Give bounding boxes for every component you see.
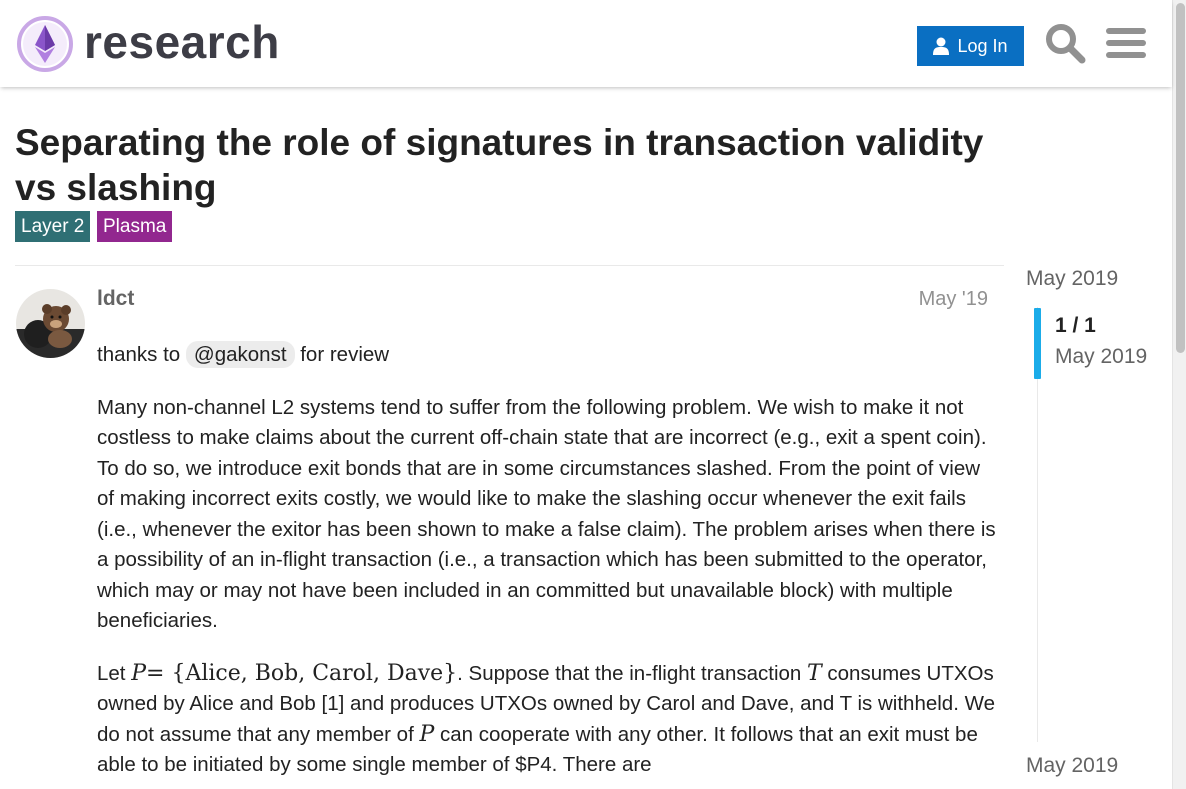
thanks-paragraph: thanks to @gakonst for review bbox=[97, 340, 997, 371]
math-variable-t: T bbox=[807, 660, 822, 686]
timeline-position-date: May 2019 bbox=[1055, 345, 1148, 368]
post-paragraph-1: Many non-channel L2 systems tend to suff… bbox=[97, 395, 996, 633]
scrollbar-thumb[interactable] bbox=[1176, 3, 1185, 353]
topic-title[interactable]: Separating the role of signatures in tra… bbox=[15, 122, 984, 208]
hamburger-menu-icon[interactable] bbox=[1106, 26, 1146, 60]
p2-rest-2: can cooperate with any other. It follows… bbox=[97, 722, 978, 777]
post-paragraph-2: Let P= {Alice, Bob, Carol, Dave}. Suppos… bbox=[97, 659, 997, 781]
tag-plasma[interactable]: Plasma bbox=[97, 211, 173, 242]
timeline-track[interactable] bbox=[1037, 307, 1038, 742]
search-icon[interactable] bbox=[1044, 22, 1086, 64]
thanks-prefix: thanks to bbox=[97, 343, 181, 366]
title-divider bbox=[15, 265, 1004, 266]
timeline-end-date[interactable]: May 2019 bbox=[1026, 754, 1119, 777]
avatar-image bbox=[16, 289, 85, 358]
post-date[interactable]: May '19 bbox=[918, 288, 988, 310]
p2-rest-1: consumes UTXOs owned by Alice and Bob [1… bbox=[97, 661, 995, 746]
p2-suppose: . Suppose that the in-flight transaction bbox=[457, 661, 802, 685]
post-body: thanks to @gakonst for review Many non-c… bbox=[97, 340, 997, 789]
math-variable-p-2: P bbox=[419, 721, 435, 747]
site-header: research Log In bbox=[0, 0, 1172, 87]
avatar[interactable] bbox=[16, 289, 85, 358]
math-set: = {Alice, Bob, Carol, Dave} bbox=[146, 660, 458, 686]
page-scrollbar[interactable] bbox=[1172, 0, 1186, 789]
site-name[interactable]: research bbox=[84, 16, 280, 68]
timeline-start-date[interactable]: May 2019 bbox=[1026, 267, 1119, 290]
post-username[interactable]: ldct bbox=[97, 287, 135, 310]
timeline-handle[interactable] bbox=[1034, 308, 1041, 379]
login-label: Log In bbox=[957, 35, 1008, 56]
p2-let: Let bbox=[97, 661, 126, 685]
timeline-position: 1 / 1 bbox=[1055, 314, 1096, 337]
tag-layer-2[interactable]: Layer 2 bbox=[15, 211, 91, 242]
ethereum-research-logo[interactable] bbox=[16, 15, 74, 73]
math-variable-p: P bbox=[131, 660, 147, 686]
user-icon bbox=[933, 37, 950, 55]
user-mention[interactable]: @gakonst bbox=[185, 341, 295, 368]
thanks-suffix: for review bbox=[300, 343, 390, 366]
login-button[interactable]: Log In bbox=[917, 26, 1024, 66]
